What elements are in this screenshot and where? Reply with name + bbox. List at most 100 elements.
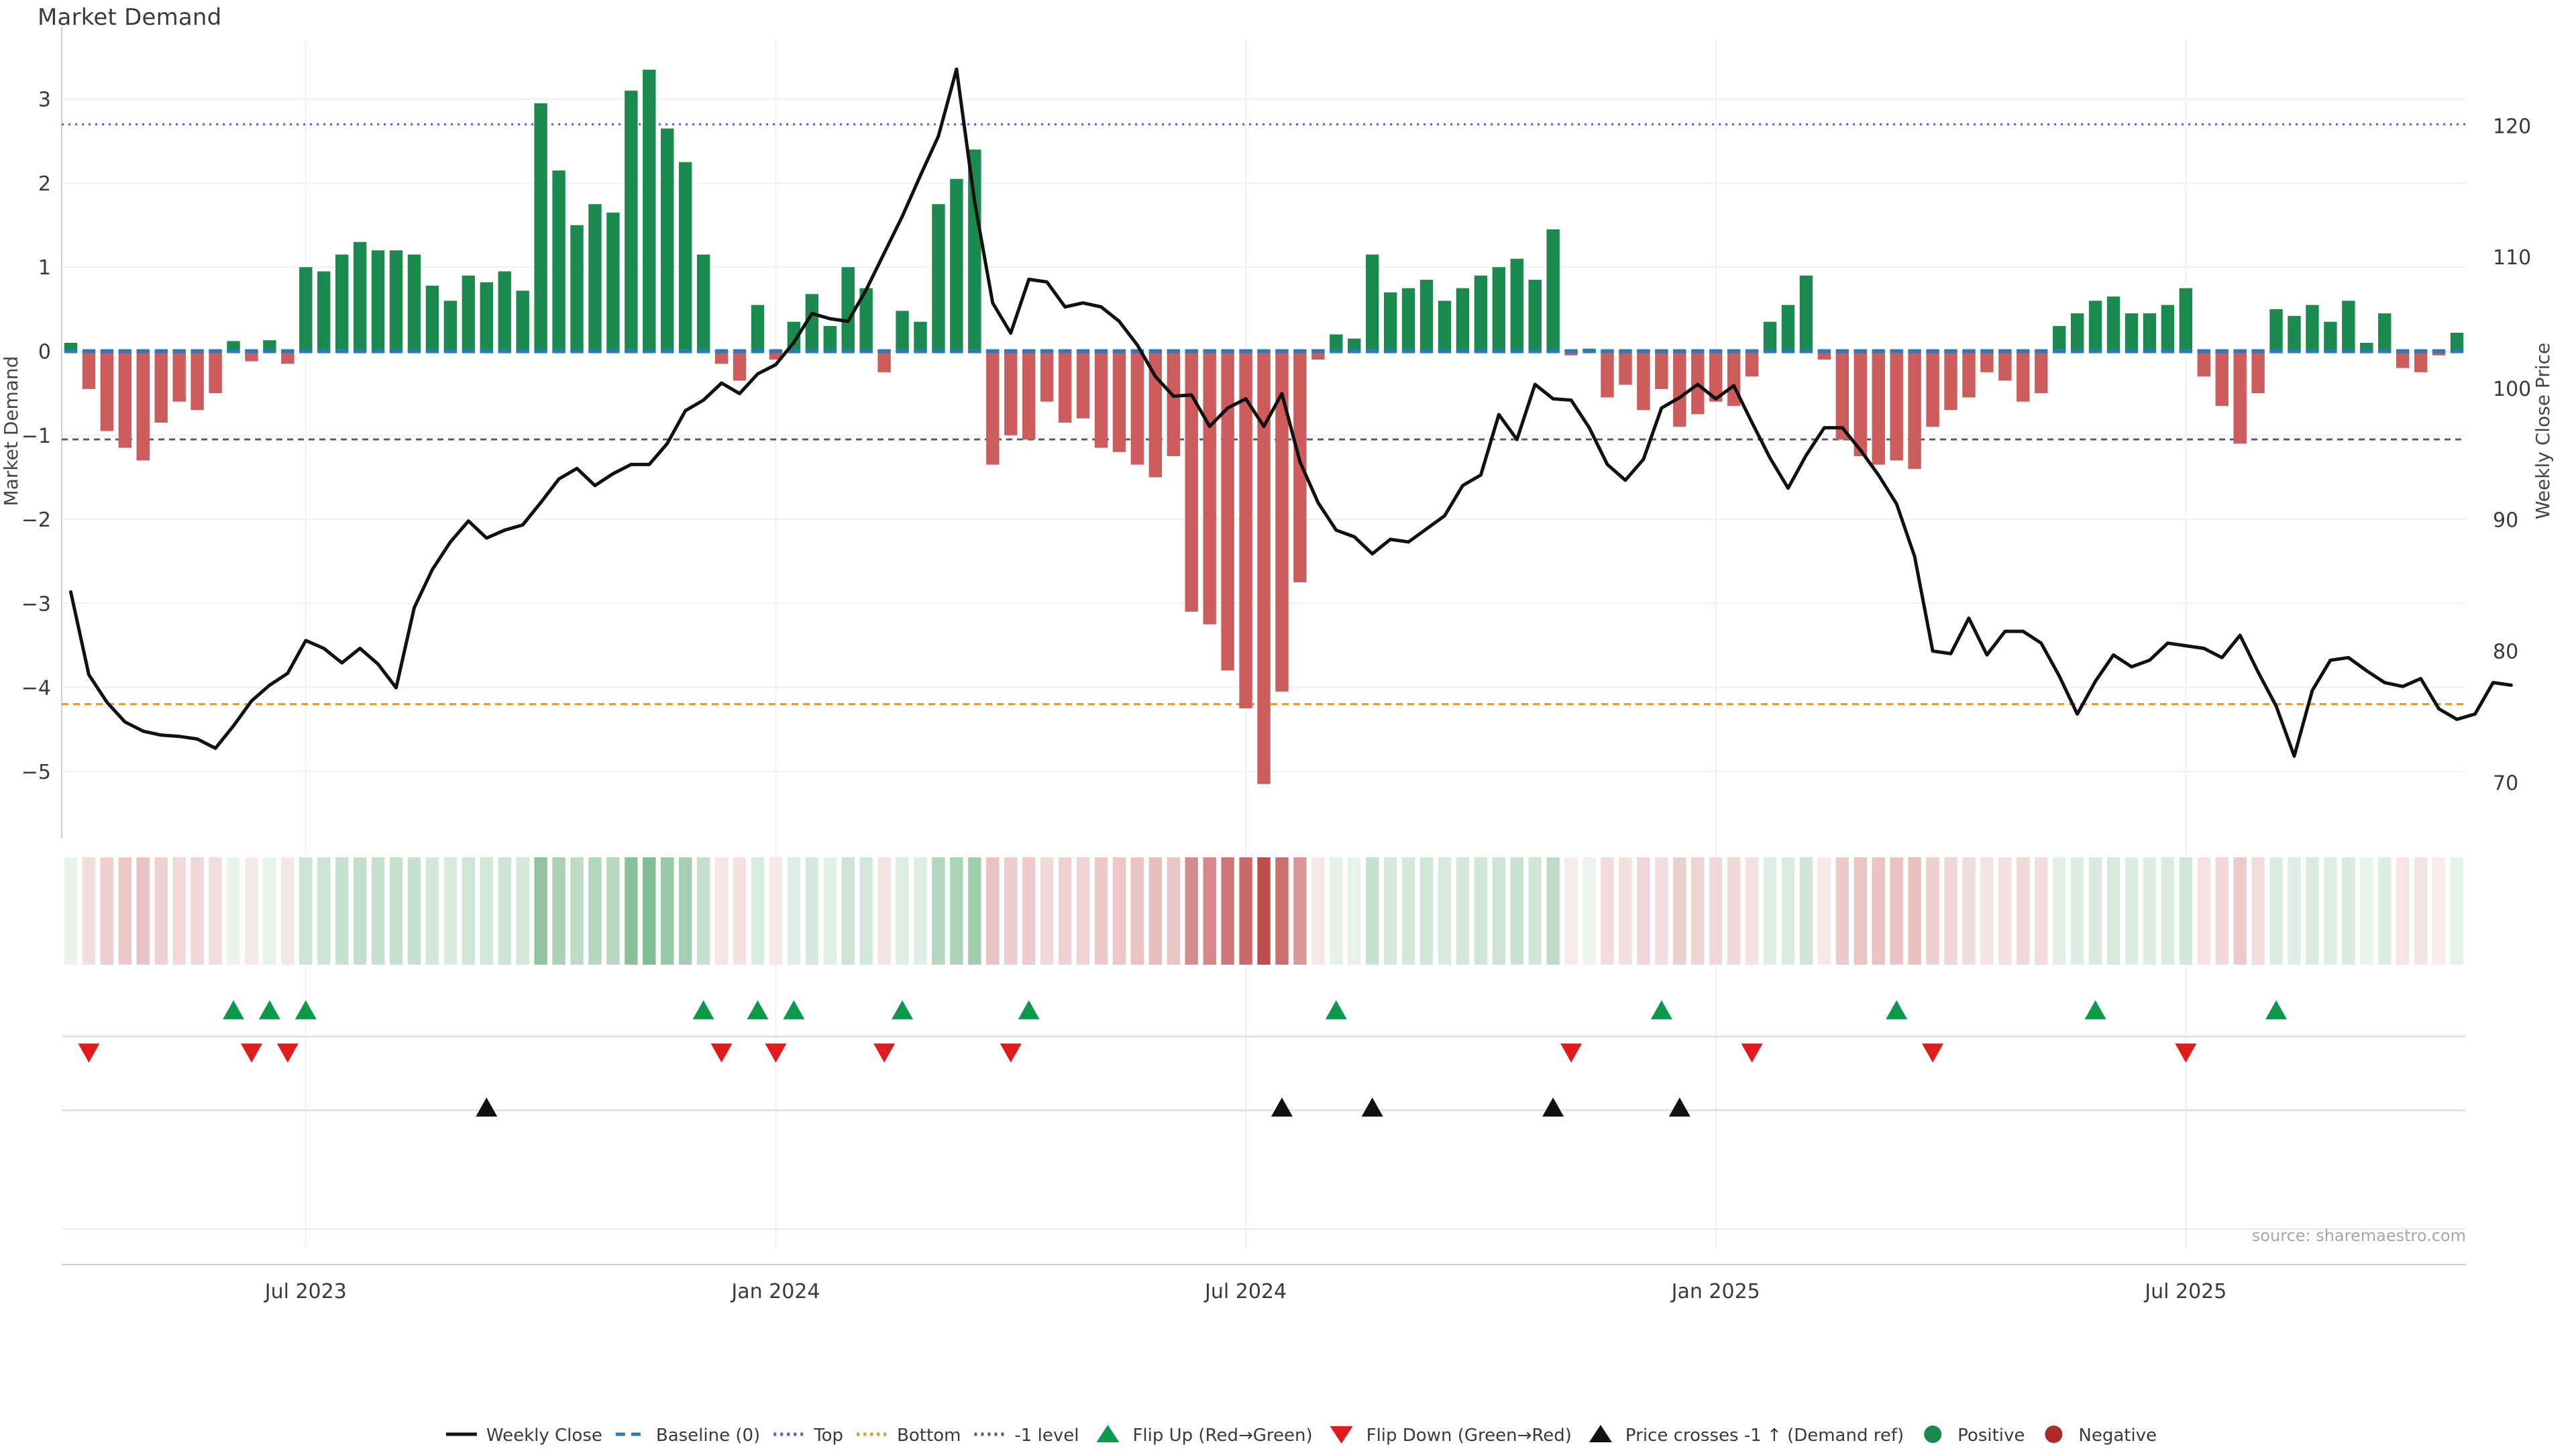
heatmap-cell xyxy=(425,857,439,965)
heatmap-cell xyxy=(1601,857,1614,965)
demand-bar xyxy=(877,351,891,372)
legend-item[interactable]: -1 level xyxy=(974,1426,1079,1446)
demand-bar xyxy=(896,311,909,352)
demand-bar xyxy=(2396,351,2410,368)
legend-circle-swatch xyxy=(1924,1426,1942,1443)
heatmap-cell xyxy=(968,857,981,965)
legend-triangle-up-icon xyxy=(1589,1425,1612,1442)
heatmap-cell xyxy=(896,857,909,965)
heatmap-cell xyxy=(2161,857,2175,965)
heatmap-cell xyxy=(1293,857,1307,965)
demand-bar xyxy=(1148,351,1163,478)
heatmap-cell xyxy=(1528,857,1542,965)
demand-bar xyxy=(696,254,710,352)
heatmap-cell xyxy=(1564,857,1578,965)
heatmap-cell xyxy=(1348,857,1361,965)
demand-bar xyxy=(714,351,729,364)
demand-bar xyxy=(1962,351,1976,398)
demand-bar xyxy=(625,91,638,352)
price-cross-marker xyxy=(1271,1097,1293,1117)
heatmap-cell xyxy=(2035,857,2048,965)
heatmap-cell xyxy=(1510,857,1523,965)
heatmap-cell xyxy=(407,857,421,965)
heatmap-cell xyxy=(2197,857,2210,965)
heatmap-cell xyxy=(2269,857,2283,965)
heatmap-cell xyxy=(172,857,186,965)
axis-spines xyxy=(61,27,2466,1265)
demand-bar xyxy=(1799,275,1813,352)
heatmap-cell xyxy=(2017,857,2030,965)
right-tick-labels: 120 110 100 90 80 70 Weekly Close Price xyxy=(2493,115,2554,795)
heatmap-cell xyxy=(317,857,331,965)
heatmap-cell xyxy=(588,857,602,965)
heatmap-cell xyxy=(2450,857,2464,965)
right-tick-label: 90 xyxy=(2493,509,2518,533)
right-axis-title: Weekly Close Price xyxy=(2532,343,2554,519)
heatmap-cell xyxy=(823,857,837,965)
demand-bar xyxy=(769,351,783,360)
heatmap-cell xyxy=(1148,857,1163,965)
heatmap-cell xyxy=(1094,857,1108,965)
demand-bar xyxy=(1239,351,1252,708)
heatmap-cell xyxy=(209,857,222,965)
heatmap-cell xyxy=(570,857,584,965)
price-cross-marker xyxy=(1361,1097,1383,1117)
left-tick-label: 1 xyxy=(38,256,51,280)
legend-item[interactable]: Top xyxy=(773,1426,843,1446)
legend-item[interactable]: Positive xyxy=(1924,1426,2025,1446)
demand-bar xyxy=(2324,321,2337,352)
heatmap-cell xyxy=(1221,857,1234,965)
demand-bar xyxy=(1004,351,1018,435)
legend-item-label: Baseline (0) xyxy=(656,1426,760,1446)
heatmap-cell xyxy=(1890,857,1903,965)
legend-item[interactable]: Weekly Close xyxy=(445,1426,602,1446)
flip-up-marker xyxy=(223,1000,244,1020)
heatmap-cell xyxy=(64,857,78,965)
demand-bar xyxy=(986,351,1000,465)
flip-up-marker xyxy=(1650,1000,1672,1020)
demand-bar xyxy=(2052,325,2066,352)
legend-item[interactable]: Bottom xyxy=(857,1426,961,1446)
legend-item[interactable]: Price crosses -1 ↑ (Demand ref) xyxy=(1589,1425,1904,1446)
heatmap-cell xyxy=(1474,857,1488,965)
heatmap-cell xyxy=(2070,857,2084,965)
heatmap-cell xyxy=(371,857,385,965)
x-tick-label: Jan 2025 xyxy=(1670,1280,1760,1303)
flip-down-marker xyxy=(1000,1043,1022,1063)
right-tick-label: 110 xyxy=(2493,246,2531,270)
demand-bar xyxy=(407,254,421,352)
heatmap-cell xyxy=(552,857,566,965)
demand-bar xyxy=(1673,351,1686,427)
heatmap-cell xyxy=(136,857,150,965)
legend-item[interactable]: Negative xyxy=(2045,1426,2157,1446)
demand-bar xyxy=(2070,313,2084,352)
left-tick-label: −2 xyxy=(21,508,51,532)
flip-up-marker xyxy=(294,1000,317,1020)
legend-item[interactable]: Baseline (0) xyxy=(615,1426,760,1446)
heatmap-cell xyxy=(462,857,476,965)
flip-up-marker xyxy=(892,1000,914,1020)
legend-item[interactable]: Flip Up (Red→Green) xyxy=(1096,1425,1313,1446)
demand-bar xyxy=(1709,351,1723,402)
legend-item[interactable]: Flip Down (Green→Red) xyxy=(1330,1426,1572,1446)
demand-bar xyxy=(914,321,927,352)
flip-up-marker xyxy=(747,1000,769,1020)
flip-up-marker xyxy=(2084,1000,2106,1020)
demand-bar xyxy=(1998,351,2012,381)
heatmap-cell xyxy=(1058,857,1072,965)
demand-bar xyxy=(1383,292,1397,352)
flip-down-marker xyxy=(1922,1043,1944,1063)
weekly-close-path xyxy=(69,67,2513,758)
x-tick-label: Jul 2024 xyxy=(1203,1280,1287,1303)
demand-bar xyxy=(2342,301,2355,352)
demand-bar xyxy=(1094,351,1108,448)
demand-bar xyxy=(1601,351,1614,398)
demand-bar xyxy=(1528,280,1542,352)
heatmap-cell xyxy=(335,857,349,965)
demand-bar xyxy=(751,305,765,352)
left-tick-label: 0 xyxy=(38,340,51,364)
heatmap-cell xyxy=(1004,857,1018,965)
source-text: source: sharemaestro.com xyxy=(2252,1226,2466,1245)
heatmap-cell xyxy=(1419,857,1434,965)
price-cross-marker xyxy=(1668,1097,1690,1117)
